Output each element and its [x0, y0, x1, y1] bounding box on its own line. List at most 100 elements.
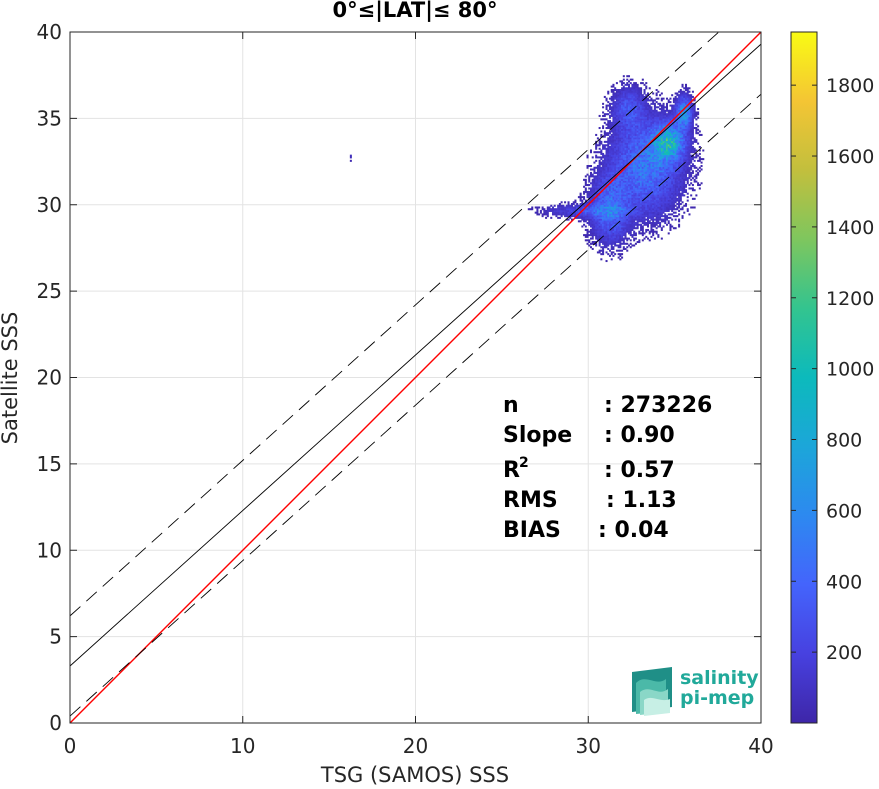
density-cell	[657, 206, 660, 209]
density-cell	[660, 154, 663, 157]
density-cell	[688, 139, 691, 142]
density-cell	[607, 211, 610, 214]
density-cell	[688, 156, 691, 159]
density-cell	[645, 211, 648, 214]
density-cell	[672, 151, 675, 154]
density-cell	[667, 146, 670, 149]
density-cell	[610, 146, 613, 149]
density-cell	[671, 151, 674, 154]
density-cell	[608, 175, 612, 178]
density-cell	[624, 97, 627, 100]
density-cell	[607, 109, 610, 112]
density-cell	[633, 196, 636, 199]
density-cell	[678, 152, 681, 155]
density-cell	[638, 92, 641, 95]
density-cell	[626, 246, 629, 249]
density-cell	[643, 161, 646, 164]
density-cell	[605, 260, 608, 263]
density-cell	[643, 120, 646, 123]
density-cell	[660, 237, 663, 240]
density-cell	[660, 204, 663, 207]
density-cell	[686, 144, 689, 147]
density-cell	[595, 146, 598, 149]
density-cell	[541, 215, 544, 218]
density-cell	[667, 232, 670, 235]
density-cell	[650, 184, 653, 187]
density-cell	[665, 192, 669, 195]
density-cell	[672, 123, 675, 126]
density-cell	[688, 97, 691, 100]
density-cell	[683, 170, 686, 173]
density-cell	[602, 246, 605, 249]
density-cell	[693, 106, 696, 109]
density-cell	[653, 187, 656, 190]
density-cell	[622, 128, 625, 131]
density-cell	[660, 220, 663, 223]
density-cell	[564, 209, 567, 212]
density-cell	[612, 239, 615, 242]
density-cell	[641, 234, 644, 237]
density-cell	[650, 154, 653, 157]
density-cell	[621, 101, 624, 104]
density-cell	[610, 152, 613, 155]
density-cell	[595, 209, 598, 212]
density-cell	[612, 168, 615, 171]
density-cell	[621, 165, 624, 168]
stat-label: R	[503, 458, 520, 483]
density-cell	[626, 204, 629, 207]
density-cell	[569, 209, 572, 212]
density-cell	[638, 151, 641, 154]
density-cell	[641, 82, 644, 85]
density-cell	[650, 171, 653, 174]
density-cell	[602, 114, 605, 117]
density-cell	[690, 149, 693, 152]
density-cell	[659, 151, 662, 154]
density-cell	[676, 180, 679, 183]
density-cell	[634, 137, 637, 140]
density-cell	[633, 173, 636, 176]
density-cell	[596, 227, 599, 230]
density-cell	[659, 116, 662, 119]
density-cell	[555, 211, 558, 214]
density-cell	[662, 173, 665, 176]
density-cell	[627, 166, 631, 169]
density-cell	[588, 190, 591, 193]
density-cell	[636, 121, 639, 124]
density-cell	[648, 180, 651, 183]
density-cell	[619, 234, 622, 237]
density-cell	[640, 171, 643, 174]
density-cell	[607, 146, 610, 149]
density-cell	[674, 227, 677, 230]
density-cell	[622, 87, 625, 90]
density-cell	[603, 146, 606, 149]
density-cell	[586, 173, 589, 176]
density-cell	[598, 114, 601, 117]
density-cell	[683, 168, 686, 171]
density-cell	[655, 154, 658, 157]
density-cell	[638, 184, 641, 187]
density-cell	[652, 220, 655, 223]
density-cell	[650, 182, 653, 185]
density-cell	[627, 83, 631, 86]
density-cell	[633, 133, 636, 136]
density-cell	[645, 85, 648, 88]
density-cell	[638, 175, 641, 178]
density-cell	[608, 111, 612, 114]
density-cell	[629, 199, 632, 202]
density-cell	[664, 199, 667, 202]
density-cell	[612, 149, 615, 152]
density-cell	[636, 111, 639, 114]
density-cell	[593, 225, 596, 228]
density-cell	[643, 187, 646, 190]
density-cell	[674, 127, 677, 130]
density-cell	[621, 144, 624, 147]
density-cell	[648, 133, 651, 136]
density-cell	[622, 144, 625, 147]
density-cell	[596, 137, 599, 140]
density-cell	[640, 92, 643, 95]
density-cell	[610, 147, 613, 150]
density-cell	[633, 216, 636, 219]
density-cell	[562, 206, 565, 209]
density-cell	[683, 92, 686, 95]
density-cell	[608, 139, 612, 142]
